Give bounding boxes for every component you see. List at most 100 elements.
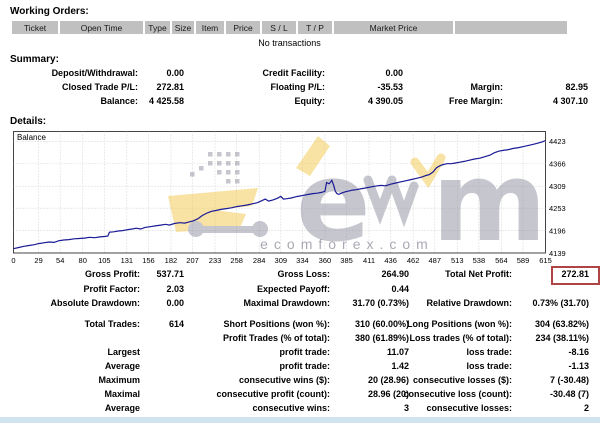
x-tick-label: 233 [209, 256, 222, 265]
stat-value: 272.81 [561, 269, 589, 279]
stat-value: 304 (63.82%) [534, 319, 589, 329]
x-tick-label: 360 [319, 256, 332, 265]
column-header-item: Item [196, 21, 224, 34]
stat-label: Total Net Profit: [445, 269, 512, 279]
stat-value: -8.16 [568, 347, 589, 357]
x-tick-label: 462 [407, 256, 420, 265]
x-tick-label: 0 [11, 256, 15, 265]
y-tick-label: 4366 [549, 160, 566, 169]
x-tick-label: 258 [230, 256, 243, 265]
column-header-t-p: T / P [298, 21, 332, 34]
summary-label: Floating P/L: [270, 82, 326, 92]
stat-value: 264.90 [381, 269, 409, 279]
watermark-dot [208, 161, 213, 166]
stat-label: consecutive wins ($): [238, 375, 330, 385]
watermark-chevron-icon [363, 175, 397, 225]
summary-value: -35.53 [377, 82, 403, 92]
stat-label: Average [104, 403, 140, 413]
stat-value: 1.42 [391, 361, 409, 371]
stats-table-bottom: Total Trades: 614 Short Positions (won %):… [0, 319, 600, 417]
stat-value: 31.70 (0.73%) [352, 298, 409, 308]
x-tick-label: 538 [473, 256, 486, 265]
y-tick-label: 4139 [549, 249, 566, 258]
stat-row: Total Trades: 614 Short Positions (won %):… [0, 319, 600, 333]
watermark-letter-m: m [432, 138, 547, 266]
x-tick-label: 436 [384, 256, 397, 265]
x-tick-label: 334 [296, 256, 309, 265]
stat-label: Relative Drawdown: [426, 298, 512, 308]
summary-value: 4 307.10 [552, 96, 588, 106]
chart-border [13, 131, 546, 254]
watermark-logo: e m [168, 136, 547, 266]
stat-value: 234 (38.11%) [535, 333, 589, 343]
x-tick-label: 284 [253, 256, 266, 265]
x-tick-label: 182 [165, 256, 178, 265]
stat-value: 614 [168, 319, 184, 329]
x-tick-label: 54 [56, 256, 64, 265]
watermark-bar-icon [196, 226, 260, 233]
x-tick-label: 80 [79, 256, 87, 265]
stat-value: 28.96 (20) [367, 389, 409, 399]
x-tick-label: 131 [121, 256, 134, 265]
column-header-type: Type [145, 21, 170, 34]
stat-label: profit trade: [279, 347, 331, 357]
x-tick-label: 487 [429, 256, 442, 265]
summary-value: 4 425.58 [148, 96, 184, 106]
stat-value: -1.13 [568, 361, 589, 371]
watermark-dot [190, 172, 195, 177]
stat-value: 11.07 [386, 347, 409, 357]
stat-label: Long Positions (won %): [407, 319, 512, 329]
stat-label: profit trade: [279, 361, 331, 371]
stat-label: consecutive profit (count): [216, 389, 330, 399]
column-header-s-l: S / L [262, 21, 296, 34]
stat-label: Maximal [104, 389, 140, 399]
watermark-dot [217, 161, 222, 166]
stat-row: Absolute Drawdown: 0.00 Maximal Drawdown: 3… [0, 298, 600, 313]
stat-label: Maximal Drawdown: [243, 298, 330, 308]
watermark-dot [199, 166, 204, 171]
column-header-price: Price [226, 21, 260, 34]
summary-value: 272.81 [156, 82, 184, 92]
watermark-wheel-icon [188, 221, 204, 237]
stat-label: consecutive losses ($): [412, 375, 512, 385]
stat-label: Short Positions (won %): [223, 319, 331, 329]
y-tick-label: 4423 [549, 137, 566, 146]
details-title: Details: [10, 116, 47, 127]
balance-line-series [13, 139, 546, 250]
watermark-dots-icon [190, 152, 240, 184]
stat-value: 2.03 [166, 283, 184, 294]
stat-value: 3 [403, 403, 409, 413]
column-header-size: Size [172, 21, 194, 34]
stat-label: Expected Payoff: [256, 283, 330, 294]
x-tick-label: 385 [340, 256, 353, 265]
summary-label: Balance: [100, 96, 138, 106]
working-orders-title: Working Orders: [10, 6, 89, 17]
stat-value: 7 (-30.48) [549, 375, 589, 385]
stat-label: Gross Loss: [277, 269, 330, 279]
stat-label: Loss trades (% of total): [409, 333, 512, 343]
watermark-wheel-icon [252, 221, 268, 237]
stat-label: Largest [107, 347, 140, 357]
x-tick-label: 105 [98, 256, 111, 265]
stat-value: 0.73% (31.70) [532, 298, 589, 308]
stat-label: consecutive loss (count): [403, 389, 512, 399]
x-tick-label: 615 [539, 256, 552, 265]
stat-row: Average consecutive wins: 3 consecutive los… [0, 403, 600, 417]
chart-tick-labels: 0 29 54 80 105 131 156 182 207 233 258 284 309 334 360… [11, 137, 565, 265]
stat-label: loss trade: [466, 361, 512, 371]
x-tick-label: 309 [275, 256, 288, 265]
stat-value: 2 [583, 403, 589, 413]
stat-row: Gross Profit: 537.71 Gross Loss: 264.90 Tota… [0, 269, 600, 284]
stat-label: Average [104, 361, 140, 371]
summary-value: 4 390.05 [367, 96, 403, 106]
summary-label: Closed Trade P/L: [61, 82, 138, 92]
watermark-dot [208, 152, 213, 157]
x-tick-label: 156 [142, 256, 155, 265]
summary-value: 0.00 [385, 68, 403, 78]
stat-row: Maximal consecutive profit (count): 28.96 … [0, 389, 600, 403]
x-tick-label: 411 [363, 256, 375, 265]
summary-row: Deposit/Withdrawal: 0.00 Credit Facility: 0… [0, 68, 600, 82]
watermark-chevron-icon [389, 181, 419, 228]
watermark-dot [226, 170, 231, 175]
